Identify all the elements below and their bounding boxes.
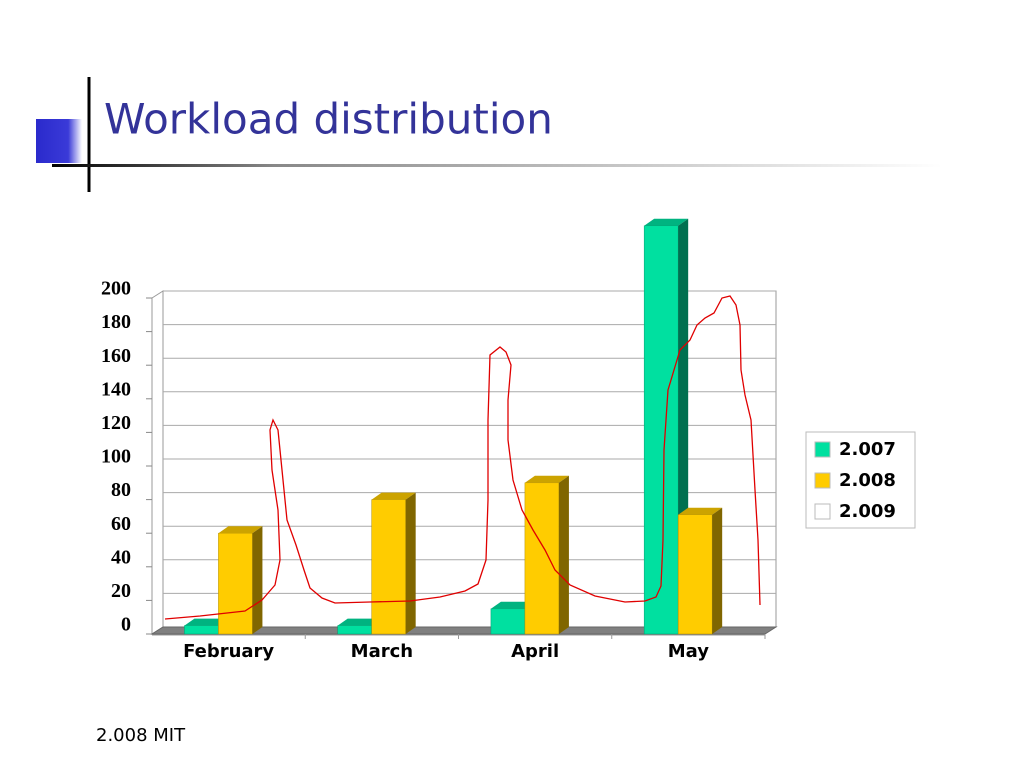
bar — [643, 218, 689, 635]
bar-front — [371, 499, 406, 635]
bar-top — [371, 492, 416, 500]
slide-title: Workload distribution — [104, 95, 553, 144]
y-tick-label: 0 — [121, 614, 131, 636]
bar — [371, 492, 416, 635]
bar-top — [644, 218, 689, 226]
legend-label: 2.009 — [839, 501, 896, 522]
x-tick-label: May — [668, 641, 710, 662]
legend-swatch — [814, 503, 831, 520]
bar — [677, 507, 723, 635]
chart: 0 20 40 60 80 100 120 140 160 180 200 February March… — [101, 218, 916, 662]
bar-side — [252, 526, 263, 634]
legend-label: 2.008 — [839, 470, 896, 491]
bar-top — [184, 618, 229, 626]
bar-side — [405, 492, 416, 634]
legend-swatch — [814, 441, 831, 458]
bar-side — [558, 475, 569, 634]
bar — [218, 526, 263, 635]
floor — [150, 626, 778, 635]
bar — [524, 475, 569, 635]
x-tick-label: February — [183, 641, 274, 662]
bar-side — [712, 507, 723, 634]
y-tick-label: 100 — [101, 446, 131, 468]
y-tick-label: 60 — [111, 513, 131, 535]
legend-label: 2.007 — [839, 439, 896, 460]
x-tick-label: April — [511, 641, 559, 662]
bar-top — [218, 526, 263, 534]
title-underline — [52, 164, 942, 167]
y-tick-label: 20 — [111, 580, 131, 602]
freehand-annotation — [164, 295, 761, 620]
y-tick-label: 120 — [101, 412, 131, 434]
title-decoration — [36, 119, 82, 163]
y-tick-label: 200 — [101, 278, 131, 300]
x-tick-label: March — [351, 641, 413, 662]
bar-front — [218, 532, 253, 635]
footer: 2.008 MIT — [96, 725, 186, 746]
y-tick-label: 160 — [101, 345, 131, 367]
bar-front — [337, 625, 372, 635]
y-tick-label: 80 — [111, 479, 131, 501]
bar-front — [643, 225, 679, 635]
side-wall — [151, 290, 164, 635]
bar-top — [337, 618, 382, 626]
legend-swatch — [814, 472, 831, 489]
bar-front — [524, 482, 560, 635]
bar-top — [678, 507, 723, 515]
y-tick-label: 180 — [101, 311, 131, 333]
y-tick-label: 40 — [111, 546, 131, 568]
bar-front — [490, 608, 526, 635]
bar-top — [524, 475, 569, 483]
bar-front — [184, 625, 219, 635]
bar-top — [490, 601, 535, 609]
bar-front — [677, 514, 713, 635]
y-tick-label: 140 — [101, 378, 131, 400]
